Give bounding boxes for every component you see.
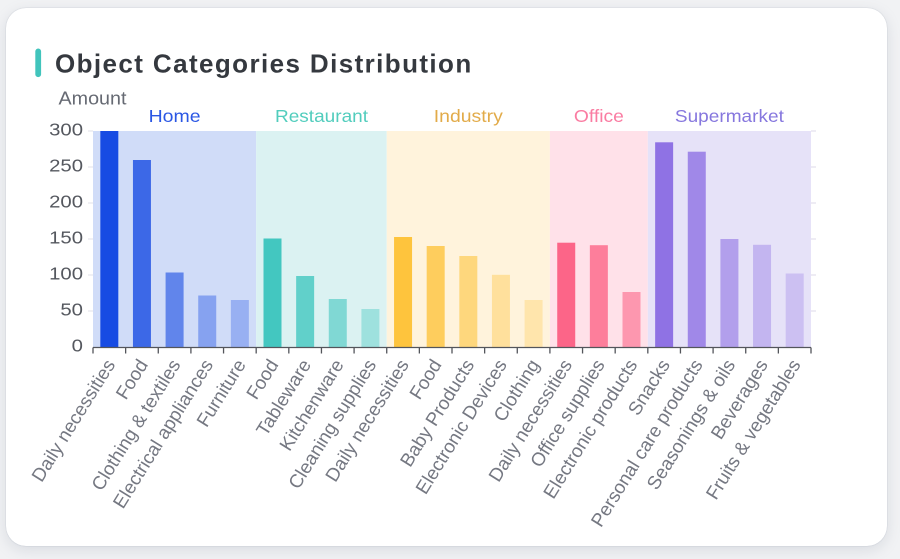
svg-text:0: 0 (72, 336, 84, 356)
svg-text:Object Categories Distribution: Object Categories Distribution (55, 49, 473, 79)
svg-text:300: 300 (49, 120, 83, 140)
svg-text:250: 250 (49, 156, 83, 176)
svg-text:200: 200 (49, 192, 83, 212)
svg-text:150: 150 (49, 228, 83, 248)
svg-text:Supermarket: Supermarket (675, 106, 784, 126)
svg-text:Amount: Amount (59, 89, 127, 109)
svg-text:50: 50 (60, 300, 83, 320)
svg-text:100: 100 (49, 264, 83, 284)
svg-text:Industry: Industry (434, 106, 503, 126)
svg-text:Office: Office (574, 106, 624, 126)
svg-text:Restaurant: Restaurant (275, 106, 368, 126)
svg-text:Home: Home (149, 106, 201, 126)
